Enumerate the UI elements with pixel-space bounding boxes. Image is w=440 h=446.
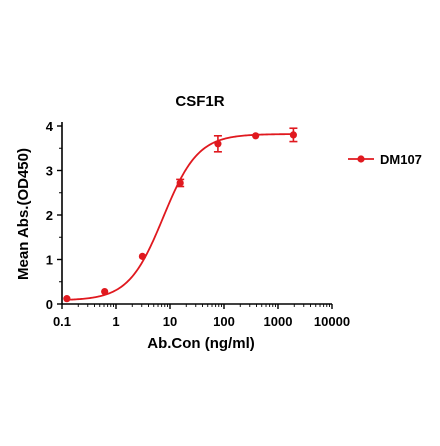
legend-marker [357, 155, 365, 163]
fit-curve-layer [66, 133, 294, 301]
axes: 0 1 2 3 4 0.1 1 10 100 1000 10000 [46, 119, 350, 329]
data-point [214, 140, 222, 148]
x-tick-label: 1000 [264, 314, 293, 329]
y-axis-label: Mean Abs.(OD450) [15, 148, 32, 280]
data-point [101, 287, 109, 296]
legend: DM107 [348, 152, 422, 167]
data-points-layer [63, 127, 298, 303]
y-tick-label: 0 [46, 297, 53, 312]
legend-label: DM107 [380, 152, 422, 167]
x-tick-label: 0.1 [53, 314, 71, 329]
fit-curve [66, 133, 294, 301]
y-tick-label: 3 [46, 164, 53, 179]
data-point [138, 252, 147, 260]
x-axis-label: Ab.Con (ng/ml) [147, 335, 254, 352]
data-point [176, 179, 184, 187]
y-tick-label: 4 [46, 119, 54, 134]
x-tick-label: 1 [112, 314, 119, 329]
x-tick-label: 100 [213, 314, 235, 329]
data-point [252, 132, 260, 140]
y-tick-label: 1 [46, 253, 53, 268]
y-tick-label: 2 [46, 208, 53, 223]
data-point [63, 295, 71, 303]
x-tick-label: 10 [163, 314, 177, 329]
chart-title: CSF1R [175, 93, 224, 110]
data-point [289, 131, 298, 139]
x-tick-label: 10000 [314, 314, 350, 329]
